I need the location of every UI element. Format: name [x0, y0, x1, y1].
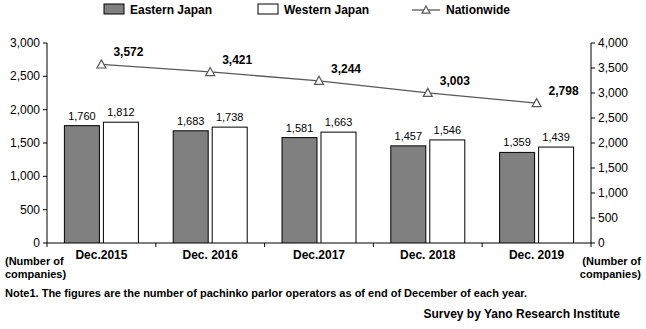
y-tick	[43, 243, 47, 244]
y2-tick-label: 2,000	[598, 136, 628, 150]
source: Survey by Yano Research Institute	[423, 307, 620, 321]
y-tick	[43, 176, 47, 177]
y-tick	[43, 76, 47, 77]
bar	[321, 132, 356, 243]
bar-label: 1,581	[286, 122, 314, 134]
x-tick-label: Dec.2015	[75, 248, 127, 262]
line	[101, 64, 536, 103]
bar-label: 1,812	[107, 106, 135, 118]
marker	[206, 67, 215, 75]
line-label: 3,244	[331, 62, 361, 76]
y-tick-label: 3,000	[10, 36, 40, 50]
y-tick	[43, 209, 47, 210]
bar	[391, 146, 426, 243]
y2-tick	[591, 43, 595, 44]
bar-label: 1,439	[542, 131, 570, 143]
bar-label: 1,546	[434, 124, 462, 136]
y2-tick	[591, 68, 595, 69]
legend-label: Western Japan	[284, 3, 369, 17]
line-label: 3,003	[440, 74, 470, 88]
y-tick-label: 0	[33, 236, 40, 250]
y2-tick-label: 3,500	[598, 61, 628, 75]
y-tick-label: 2,500	[10, 69, 40, 83]
y2-tick	[591, 168, 595, 169]
y2-axis-title-line: (Number of	[582, 255, 641, 267]
legend-label: Nationwide	[446, 3, 510, 17]
y2-tick-label: 1,500	[598, 161, 628, 175]
y2-tick	[591, 193, 595, 194]
x-tick-label: Dec. 2018	[400, 248, 456, 262]
y-tick-label: 1,000	[10, 169, 40, 183]
y2-tick-label: 4,000	[598, 36, 628, 50]
y2-tick-label: 2,500	[598, 111, 628, 125]
marker	[423, 88, 432, 96]
y2-tick	[591, 143, 595, 144]
x-tick-label: Dec. 2016	[183, 248, 239, 262]
bar-label: 1,663	[325, 116, 353, 128]
y-tick-label: 2,000	[10, 103, 40, 117]
y2-tick-label: 1,000	[598, 186, 628, 200]
line-label: 3,572	[113, 45, 143, 59]
data-labels: 1,760 1,683 1,581 1,457 1,359 1,812 1,738 1,663…	[68, 45, 579, 148]
marker	[315, 76, 324, 84]
y2-tick-label: 500	[598, 211, 618, 225]
y2-tick	[591, 93, 595, 94]
y2-tick-label: 0	[598, 236, 605, 250]
y2-tick	[591, 243, 595, 244]
x-tick-label: Dec. 2019	[509, 248, 565, 262]
line-label: 3,421	[222, 53, 252, 67]
y2-tick	[591, 218, 595, 219]
y-tick	[43, 109, 47, 110]
bar-label: 1,760	[68, 110, 96, 122]
legend-swatch	[422, 6, 430, 13]
y2-tick-label: 3,000	[598, 86, 628, 100]
bar-label: 1,359	[503, 136, 531, 148]
marker	[97, 60, 106, 68]
y2-axis-title-line: companies)	[580, 268, 641, 280]
legend-swatch	[258, 4, 278, 14]
bar	[212, 127, 247, 243]
x-tick-label: Dec.2017	[293, 248, 345, 262]
y-tick	[43, 43, 47, 44]
x-tick	[264, 243, 265, 247]
x-tick	[482, 243, 483, 247]
plot-area	[64, 60, 573, 243]
bar	[430, 140, 465, 243]
y-axis-title-line: (Number of	[5, 255, 64, 267]
y-tick-label: 500	[20, 203, 40, 217]
y2-tick	[591, 118, 595, 119]
y2-axis-title: (Number ofcompanies)	[580, 255, 641, 280]
bar	[282, 138, 317, 243]
x-tick	[591, 243, 592, 247]
y-axis-title-line: companies)	[5, 268, 66, 280]
y-axis-title: (Number ofcompanies)	[5, 255, 66, 280]
y-tick	[43, 143, 47, 144]
bar-label: 1,738	[216, 111, 244, 123]
bar	[173, 131, 208, 243]
bar	[500, 152, 535, 243]
x-tick	[47, 243, 48, 247]
marker	[532, 99, 541, 107]
legend-swatch	[104, 4, 124, 14]
bar-label: 1,683	[177, 115, 205, 127]
chart: 0 500 1,000 1,500 2,000 2,500 3,000 0 500 1,000 1,…	[0, 0, 646, 329]
bar-label: 1,457	[395, 130, 423, 142]
x-tick	[155, 243, 156, 247]
note: Note1. The figures are the number of pac…	[5, 287, 527, 299]
x-tick	[373, 243, 374, 247]
bar	[103, 122, 138, 243]
line-label: 2,798	[549, 84, 579, 98]
y-tick-label: 1,500	[10, 136, 40, 150]
legend-label: Eastern Japan	[130, 3, 212, 17]
legend: Eastern Japan Western Japan Nationwide	[104, 3, 510, 17]
bar	[64, 126, 99, 243]
bar	[539, 147, 574, 243]
